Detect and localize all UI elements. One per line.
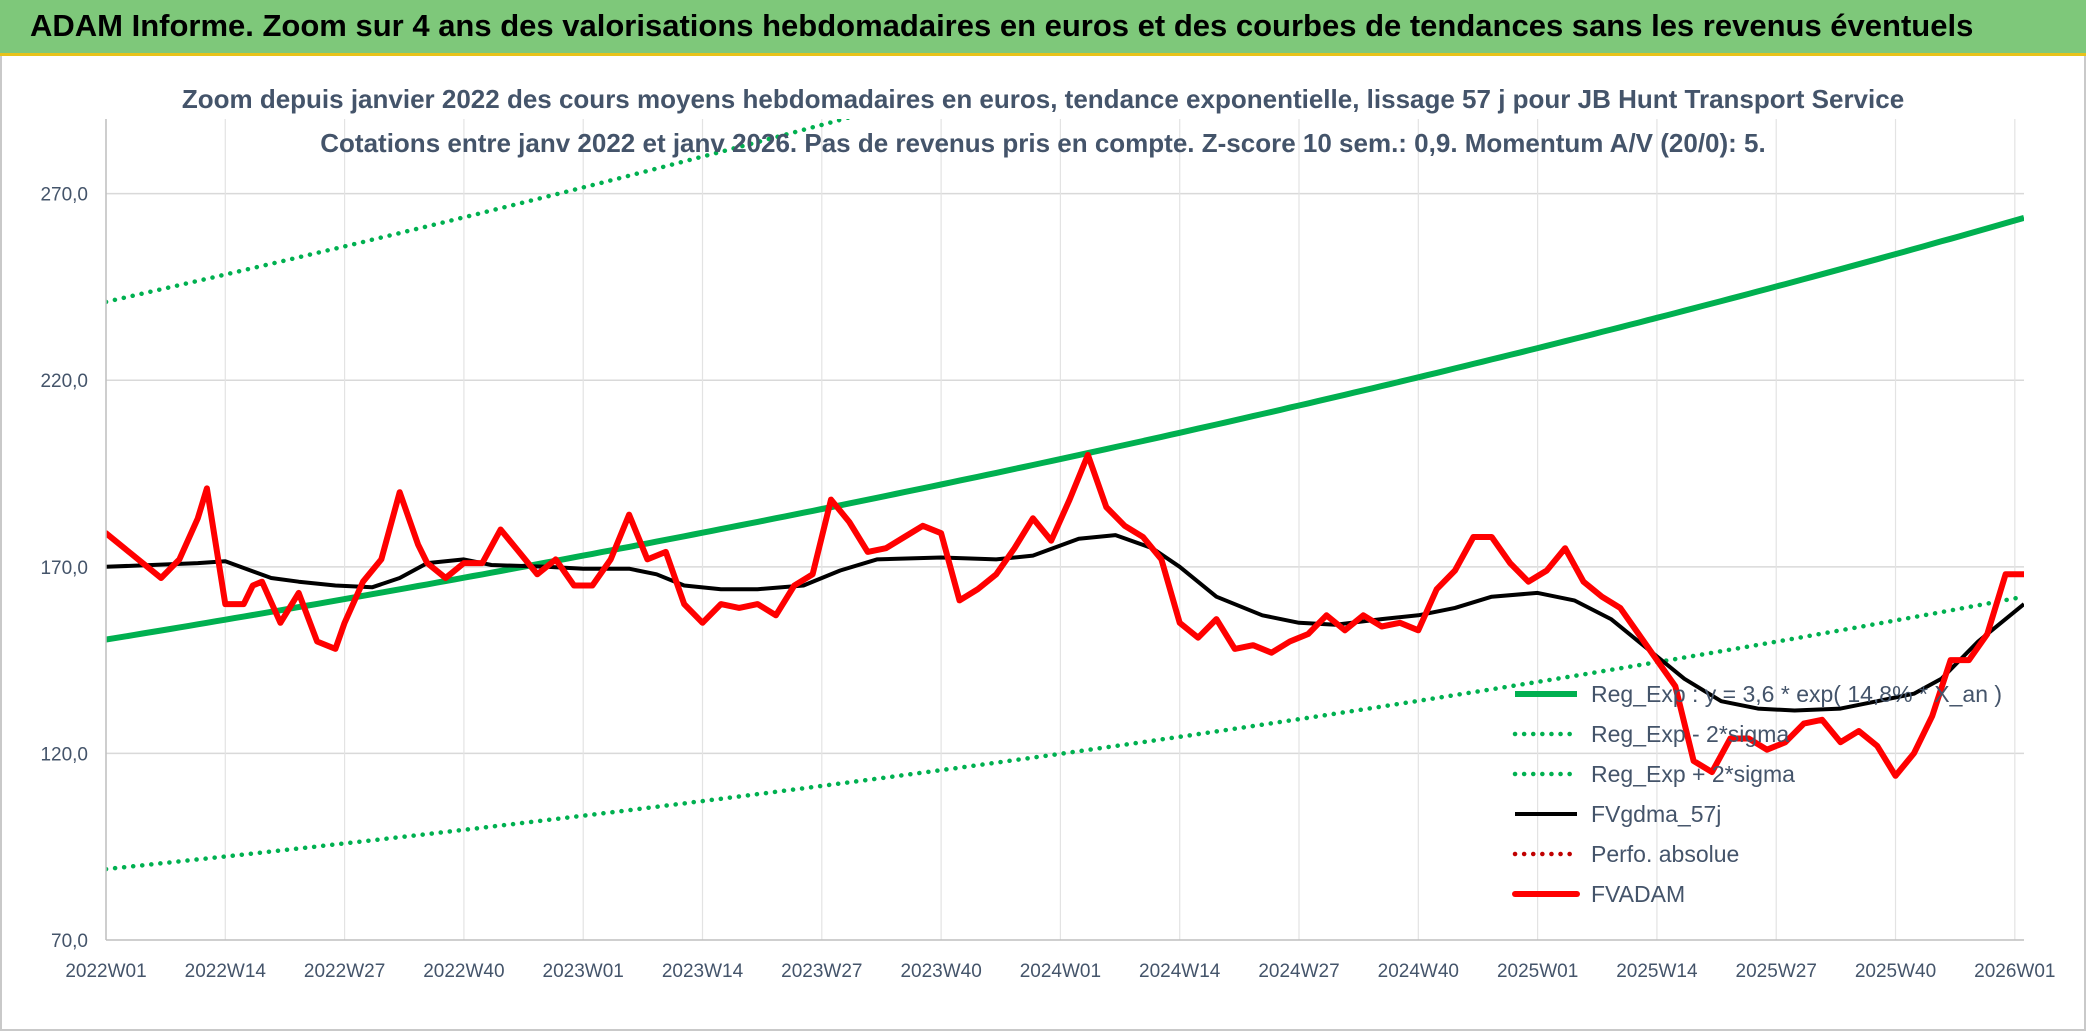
chart-title: Zoom depuis janvier 2022 des cours moyen… xyxy=(182,84,1904,114)
y-tick-label: 70,0 xyxy=(51,931,88,952)
x-tick-label: 2022W01 xyxy=(65,961,146,982)
series-line-reg-exp-y-3-6-exp-14-8-x-an xyxy=(106,215,2024,643)
report-banner: ADAM Informe. Zoom sur 4 ans des valoris… xyxy=(0,0,2086,56)
y-tick-label: 170,0 xyxy=(40,558,88,579)
chart-subtitle: Cotations entre janv 2022 et janv 2026. … xyxy=(320,128,1765,158)
series-line-reg-exp-2-sigma xyxy=(106,594,2024,872)
x-tick-label: 2022W40 xyxy=(423,961,504,982)
x-tick-label: 2023W01 xyxy=(543,961,624,982)
x-tick-label: 2024W27 xyxy=(1258,961,1339,982)
y-tick-label: 120,0 xyxy=(40,744,88,765)
series-layer xyxy=(106,119,2024,872)
series-line-reg-exp-2-sigma xyxy=(106,119,852,305)
legend-label: Perfo. absolue xyxy=(1591,841,1739,867)
x-tick-label: 2025W40 xyxy=(1855,961,1936,982)
x-tick-label: 2023W14 xyxy=(662,961,744,982)
series-line-fvgdma-57j xyxy=(106,533,2024,713)
chart-area xyxy=(0,56,2086,1031)
x-tick-label: 2025W01 xyxy=(1497,961,1578,982)
x-tick-label: 2025W27 xyxy=(1736,961,1817,982)
legend-label: Reg_Exp + 2*sigma xyxy=(1591,761,1795,787)
x-tick-label: 2026W01 xyxy=(1974,961,2055,982)
x-tick-label: 2025W14 xyxy=(1616,961,1698,982)
y-tick-label: 220,0 xyxy=(40,371,88,392)
legend-label: FVgdma_57j xyxy=(1591,801,1721,827)
y-tick-label: 270,0 xyxy=(40,185,88,206)
x-tick-label: 2023W27 xyxy=(781,961,862,982)
legend-label: Reg_Exp - 2*sigma xyxy=(1591,721,1789,747)
grid-layer xyxy=(105,119,2024,940)
legend-label: Reg_Exp : y = 3,6 * exp( 14,8% * X_an ) xyxy=(1591,681,2002,707)
series-line-fvadam xyxy=(106,451,2024,779)
x-tick-label: 2022W27 xyxy=(304,961,385,982)
legend: Reg_Exp : y = 3,6 * exp( 14,8% * X_an ) R… xyxy=(1512,681,2002,907)
x-tick-label: 2023W40 xyxy=(900,961,981,982)
legend-label: FVADAM xyxy=(1591,881,1685,907)
x-tick-label: 2024W01 xyxy=(1020,961,1101,982)
x-tick-label: 2024W40 xyxy=(1378,961,1459,982)
x-tick-label: 2024W14 xyxy=(1139,961,1221,982)
x-tick-label: 2022W14 xyxy=(185,961,267,982)
axis-layer: 70,0 120,0 170,0 220,0 270,0 2022W01 2022W14 20… xyxy=(40,119,2055,982)
report-title: ADAM Informe. Zoom sur 4 ans des valoris… xyxy=(30,8,1974,43)
